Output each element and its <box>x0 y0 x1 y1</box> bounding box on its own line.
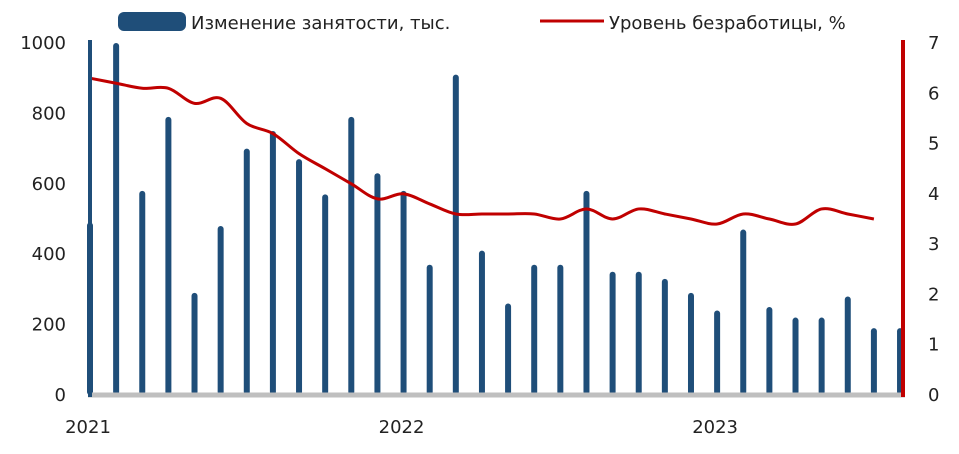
right-axis-tick-label: 7 <box>928 33 939 54</box>
left-axis-tick-label: 400 <box>32 244 66 265</box>
right-axis-tick-label: 0 <box>928 385 939 406</box>
employment-bar <box>844 296 851 395</box>
employment-bar <box>870 328 877 395</box>
employment-bar <box>426 264 433 395</box>
legend-bar-swatch <box>118 12 186 31</box>
employment-bar <box>531 264 538 395</box>
employment-bar <box>374 173 381 395</box>
x-axis-tick-label: 2022 <box>379 417 425 438</box>
employment-bar <box>609 271 616 395</box>
employment-bar <box>139 190 146 395</box>
employment-bar <box>322 194 329 395</box>
employment-bar <box>217 226 224 395</box>
employment-bar <box>191 292 198 395</box>
right-axis-tick-label: 2 <box>928 284 939 305</box>
employment-bar <box>296 159 303 395</box>
left-axis-tick-label: 600 <box>32 174 66 195</box>
employment-bar <box>740 229 747 395</box>
employment-bar <box>557 264 564 395</box>
unemployment-line <box>89 76 875 226</box>
employment-bar <box>818 317 825 395</box>
employment-bar <box>505 303 512 395</box>
employment-bar <box>113 43 120 395</box>
left-axis-tick-label: 200 <box>32 315 66 336</box>
x-axis-tick-label: 2023 <box>692 417 738 438</box>
axes: 0 200 400 600 800 1000 0 1 2 3 4 5 6 7 2021 2022 2023 <box>20 33 939 438</box>
left-axis-tick-label: 1000 <box>20 33 66 54</box>
employment-bar <box>766 307 773 395</box>
employment-bar <box>269 131 276 395</box>
employment-bar <box>478 250 485 395</box>
employment-bar <box>452 74 459 396</box>
right-axis-tick-label: 4 <box>928 184 939 205</box>
left-axis-tick-label: 800 <box>32 103 66 124</box>
right-axis-tick-label: 3 <box>928 234 939 255</box>
employment-bar <box>792 317 799 395</box>
right-axis-tick-label: 5 <box>928 134 939 155</box>
legend: Изменение занятости, тыс. Уровень безрабо… <box>118 12 846 34</box>
employment-bar <box>687 292 694 395</box>
right-axis-tick-label: 6 <box>928 83 939 104</box>
employment-bars <box>87 43 904 396</box>
employment-bar <box>348 116 355 396</box>
employment-bar <box>400 190 407 395</box>
unemployment-line-group <box>89 76 875 226</box>
employment-bar <box>243 148 250 395</box>
employment-bar <box>714 310 721 395</box>
legend-bar-label: Изменение занятости, тыс. <box>191 13 450 34</box>
x-axis-tick-label: 2021 <box>65 417 111 438</box>
employment-bar <box>165 116 172 396</box>
right-axis-tick-label: 1 <box>928 335 939 356</box>
legend-line-label: Уровень безработицы, % <box>609 13 846 34</box>
employment-bar <box>583 190 590 395</box>
left-axis-tick-label: 0 <box>55 385 66 406</box>
employment-bar <box>635 271 642 395</box>
employment-bar <box>661 278 668 395</box>
